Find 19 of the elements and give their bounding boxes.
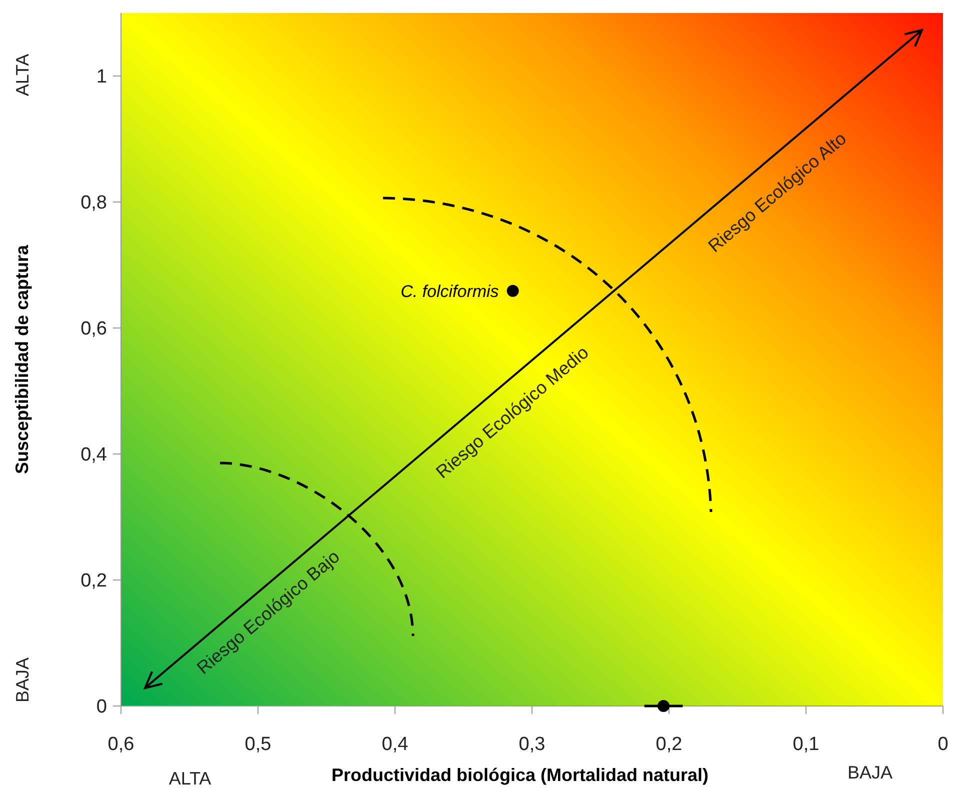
y-tick-label: 0,4 bbox=[80, 444, 108, 466]
x-tick-label: 0,3 bbox=[518, 734, 546, 755]
text: ALTA bbox=[168, 768, 212, 788]
x-tick-label: 0,5 bbox=[244, 734, 272, 755]
y-tick-label: 0,2 bbox=[80, 570, 107, 592]
text: BAJA bbox=[12, 657, 32, 703]
y-tick-label: 0,8 bbox=[80, 192, 107, 214]
y-tick-label: 0 bbox=[96, 696, 107, 718]
x-tick-label: 0 bbox=[938, 734, 948, 755]
x-tick-label: 0,4 bbox=[382, 734, 409, 755]
text: BAJA bbox=[847, 762, 893, 782]
x-axis-title: Productividad biológica (Mortalidad natural) bbox=[331, 765, 709, 785]
x-tick-label: 0,2 bbox=[656, 734, 682, 755]
y-tick-label: 0,6 bbox=[80, 318, 107, 340]
text: ALTA bbox=[12, 54, 32, 96]
annotation: C. folciformis bbox=[400, 282, 500, 301]
y-tick-label: 1 bbox=[96, 66, 107, 88]
y-axis-title: Susceptibilidad de captura bbox=[12, 244, 32, 474]
x-tick-label: 0,1 bbox=[792, 734, 820, 755]
